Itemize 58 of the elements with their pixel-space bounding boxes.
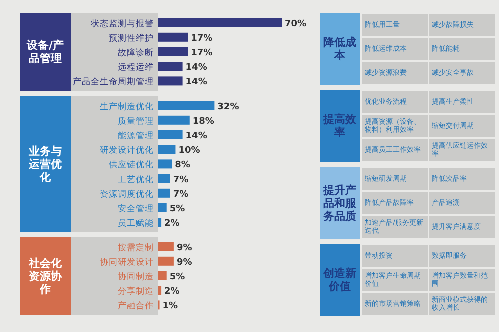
text: 社会化资源协作 (20, 237, 71, 316)
bar (158, 272, 167, 281)
y-tick-label: 状态监测与报警 (90, 18, 154, 30)
bar (158, 130, 183, 140)
y-tick-label: 安全管理 (118, 204, 154, 214)
bar (158, 242, 174, 252)
bar (158, 204, 167, 212)
data-label: 14% (186, 63, 208, 74)
data-label: 2% (164, 287, 180, 298)
data-label: 18% (192, 116, 214, 127)
y-tick-label: 员工赋能 (118, 218, 154, 230)
y-tick-label: 产品全生命周期管理 (73, 76, 154, 88)
data-label: 17% (191, 48, 213, 58)
bar (158, 218, 162, 228)
data-label: 17% (191, 34, 213, 44)
data-label: 70% (285, 19, 307, 30)
y-tick-label: 资源调度优化 (100, 188, 154, 200)
text: 业务与运营优化 (20, 96, 71, 232)
data-label: 5% (170, 204, 186, 214)
bar (158, 160, 172, 169)
data-label: 8% (175, 160, 190, 171)
y-tick-label: 按需定制 (118, 242, 154, 254)
data-label: 14% (186, 78, 208, 88)
bar (158, 145, 176, 154)
y-tick-label: 工艺优化 (118, 174, 154, 186)
y-tick-label: 质量管理 (118, 116, 154, 127)
text: 提升产品和服务品质 (320, 167, 360, 239)
data-label: 5% (170, 272, 186, 283)
data-label: 7% (173, 190, 189, 200)
data-label: 9% (176, 258, 192, 268)
text: 降低成本 (320, 13, 360, 85)
data-label: 7% (173, 175, 189, 186)
data-label: 1% (162, 302, 178, 312)
y-tick-label: 协同制造 (118, 272, 154, 283)
y-tick-label: 能源管理 (118, 130, 154, 142)
data-label: 2% (164, 219, 180, 230)
bar (158, 116, 190, 125)
bar (158, 174, 170, 184)
y-tick-label: 故障诊断 (118, 48, 154, 58)
y-tick-label: 分享制造 (118, 286, 154, 298)
y-tick-label: 供应链优化 (109, 160, 154, 171)
bar (158, 257, 174, 266)
y-tick-label: 远程运维 (118, 62, 154, 74)
y-tick-label: 预测性维护 (109, 32, 154, 44)
bar (158, 101, 215, 110)
data-label: 14% (186, 132, 208, 142)
bar (158, 286, 162, 296)
text: 设备/产品管理 (20, 13, 71, 91)
data-label: 32% (218, 102, 240, 112)
bar (158, 188, 170, 198)
y-tick-label: 协同研发设计 (100, 257, 154, 268)
y-tick-label: 研发设计优化 (100, 145, 154, 156)
text: 提高效率 (320, 90, 360, 162)
text: 创造新价值 (320, 244, 360, 316)
y-tick-label: 产融合作 (118, 301, 154, 312)
y-tick-label: 生产制造优化 (100, 101, 154, 112)
data-label: 10% (178, 146, 200, 156)
data-label: 9% (176, 244, 192, 254)
